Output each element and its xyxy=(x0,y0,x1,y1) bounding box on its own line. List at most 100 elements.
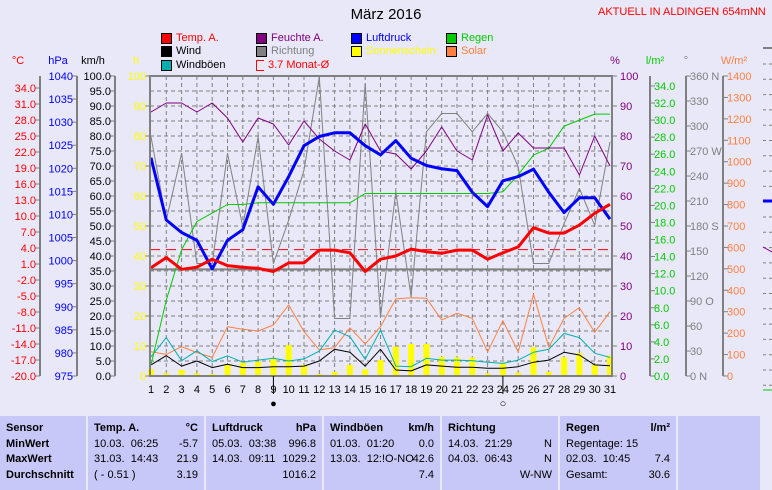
solar-tick-label: 900 xyxy=(727,178,745,190)
direction-tick-label: 150 xyxy=(690,246,708,258)
cell-timestamp: 05.03. 03:38 xyxy=(212,438,277,450)
legend-item: Windböen xyxy=(161,59,226,71)
temp-tick-label: -20.0 xyxy=(11,371,36,383)
full-moon-icon: ● xyxy=(270,398,277,410)
temp-tick-label: 34.0 xyxy=(15,83,36,95)
rain-tick-label: 32.0 xyxy=(654,98,675,110)
legend-label: Temp. A. xyxy=(176,32,219,44)
temp-tick-label: -14.0 xyxy=(11,339,36,351)
row-label: MinWert xyxy=(6,438,50,450)
table-cell-row: W-NW xyxy=(448,469,552,484)
sunshine-bar xyxy=(591,364,598,376)
wind-tick-label: 60.0 xyxy=(90,191,111,203)
rain-tick-label: 6.0 xyxy=(654,320,669,332)
sunshine-bar xyxy=(392,346,399,376)
series-temp-a xyxy=(150,203,611,273)
day-label: 5 xyxy=(209,384,215,396)
sunshine-bar xyxy=(576,353,583,376)
humidity-tick-label: 90 xyxy=(620,101,632,113)
sunshine-bar xyxy=(316,373,323,376)
direction-tick-label: 360 N xyxy=(690,71,719,83)
wind-tick-label: 30.0 xyxy=(90,281,111,293)
wind-tick-label: 20.0 xyxy=(90,311,111,323)
humidity-tick-label: 50 xyxy=(620,221,632,233)
direction-tick-label: 120 xyxy=(690,271,708,283)
solar-tick-label: 100 xyxy=(727,350,745,362)
day-label: 4 xyxy=(194,384,200,396)
table-cell-row: 7.4 xyxy=(330,469,434,484)
legend-swatch-icon xyxy=(161,32,172,44)
wind-tick-label: 0.0 xyxy=(96,371,111,383)
legend-swatch-icon xyxy=(256,59,264,71)
sunshine-bar xyxy=(545,371,552,376)
cell-value: 7.4 xyxy=(418,469,434,481)
legend-swatch-icon xyxy=(256,45,267,57)
temp-tick-label: 13.0 xyxy=(15,195,36,207)
wind-tick-label: 50.0 xyxy=(90,221,111,233)
table-col-richtung: Richtung 14.03. 21:29 N 04.03. 06:43 N W-NW xyxy=(442,416,560,490)
day-label: 30 xyxy=(589,384,601,396)
column-unit: hPa xyxy=(295,422,316,434)
legend-item: 3.7 Monat-Ø xyxy=(256,59,329,71)
series-luftdruck xyxy=(149,131,612,271)
cell-value: 42.6 xyxy=(412,453,434,465)
day-label: 17 xyxy=(390,384,402,396)
day-label: 14 xyxy=(344,384,356,396)
rain-tick-label: 2.0 xyxy=(654,354,669,366)
day-label: 31 xyxy=(604,384,616,396)
table-cell-row: Regentage: 15 xyxy=(566,438,670,453)
legend-item: Solar xyxy=(446,45,487,57)
cell-value: 1029.2 xyxy=(282,453,316,465)
rain-axis-unit: l/m² xyxy=(646,55,665,67)
wind-axis-unit: km/h xyxy=(81,55,105,67)
legend-label: Regen xyxy=(461,32,494,44)
wind-tick-label: 100.0 xyxy=(83,71,111,83)
current-location-link[interactable]: AKTUELL IN ALDINGEN 654mNN xyxy=(598,6,766,18)
temp-tick-label: -5.0 xyxy=(17,291,36,303)
new-moon-icon: ○ xyxy=(500,398,507,410)
sunshine-bar xyxy=(454,357,460,376)
legend-label: Feuchte A. xyxy=(271,32,324,44)
day-label: 23 xyxy=(481,384,493,396)
legend-item: Temp. A. xyxy=(161,32,219,44)
rain-tick-label: 12.0 xyxy=(654,269,675,281)
direction-tick-label: 30 xyxy=(690,346,702,358)
cell-value: 30.6 xyxy=(648,469,670,481)
temp-tick-label: 25.0 xyxy=(15,131,36,143)
humidity-tick-label: 20 xyxy=(620,311,632,323)
rain-tick-label: 26.0 xyxy=(654,149,675,161)
rain-tick-label: 16.0 xyxy=(654,235,675,247)
sunshine-bar xyxy=(423,343,430,376)
pressure-tick-label: 975 xyxy=(55,371,73,383)
day-label: 3 xyxy=(179,384,185,396)
table-col-regen: Regen l/m² Regentage: 15 02.03. 10:45 7.4 Ges… xyxy=(560,416,678,490)
cell-value: 3.19 xyxy=(176,469,198,481)
pressure-tick-label: 980 xyxy=(55,348,73,360)
table-cell-row: Gesamt: 30.6 xyxy=(566,469,670,484)
series-solar xyxy=(150,293,611,358)
temp-tick-label: 4.0 xyxy=(21,243,36,255)
temp-tick-label: 28.0 xyxy=(15,115,36,127)
sunshine-bar xyxy=(255,361,262,376)
wind-tick-label: 65.0 xyxy=(90,176,111,188)
sunshine-bar xyxy=(484,373,491,376)
sun-tick-label: 90 xyxy=(134,101,146,113)
humidity-axis-unit: % xyxy=(610,55,620,67)
sun-tick-label: 10 xyxy=(134,341,146,353)
rain-tick-label: 14.0 xyxy=(654,252,675,264)
temp-tick-label: 22.0 xyxy=(15,147,36,159)
direction-tick-label: 60 xyxy=(690,321,702,333)
column-unit: °C xyxy=(185,422,198,434)
temp-tick-label: 10.0 xyxy=(15,211,36,223)
table-cell-row: 02.03. 10:45 7.4 xyxy=(566,453,670,468)
sunshine-bar xyxy=(193,373,200,376)
legend-swatch-icon xyxy=(446,32,457,44)
series-wind xyxy=(150,348,611,372)
legend-label: Solar xyxy=(461,45,487,57)
day-label: 21 xyxy=(451,384,463,396)
day-label: 18 xyxy=(405,384,417,396)
series-feuchte-a xyxy=(150,102,611,176)
day-label: 19 xyxy=(420,384,432,396)
pressure-axis-unit: hPa xyxy=(48,55,68,67)
table-col-windböen: Windböen km/h 01.03. 01:20 0.0 13.03. 12:!O-… xyxy=(324,416,442,490)
